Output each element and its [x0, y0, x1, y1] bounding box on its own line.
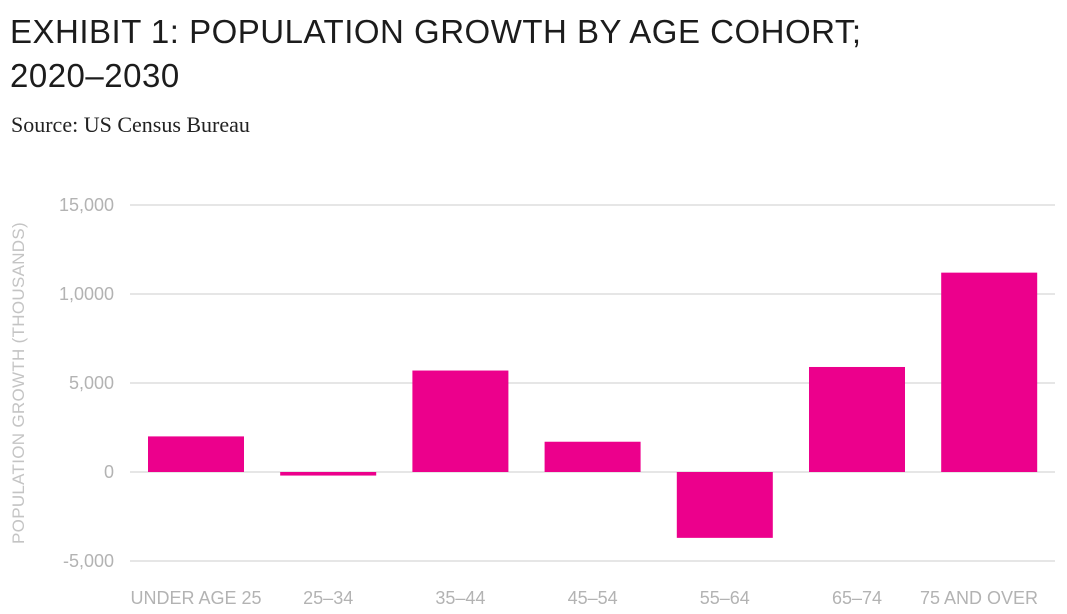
x-tick-label: 65–74 — [832, 588, 882, 608]
y-tick-label: 1,0000 — [59, 284, 114, 304]
y-tick-label: 0 — [104, 462, 114, 482]
y-tick-label: -5,000 — [63, 551, 114, 571]
bar — [412, 370, 509, 472]
bar — [676, 472, 773, 538]
bar — [148, 436, 244, 472]
y-tick-label: 15,000 — [59, 195, 114, 215]
bar — [280, 472, 377, 476]
y-axis-ticks: -5,000 0 5,000 1,0000 15,000 — [59, 195, 114, 571]
x-axis-ticks: UNDER AGE 25 25–34 35–44 45–54 55–64 65–74 75 … — [130, 588, 1038, 608]
x-tick-label: 75 AND OVER — [920, 588, 1038, 608]
bar — [941, 272, 1038, 472]
x-tick-label: 35–44 — [435, 588, 485, 608]
x-tick-label: 25–34 — [303, 588, 353, 608]
y-tick-label: 5,000 — [69, 373, 114, 393]
bars — [148, 272, 1038, 538]
x-tick-label: 55–64 — [700, 588, 750, 608]
chart-source: Source: US Census Bureau — [11, 112, 250, 137]
bar — [544, 441, 641, 472]
gridlines — [130, 204, 1055, 562]
x-tick-label: UNDER AGE 25 — [130, 588, 261, 608]
y-axis-label: POPULATION GROWTH (THOUSANDS) — [9, 222, 28, 544]
chart-title: EXHIBIT 1: POPULATION GROWTH BY AGE COHO… — [10, 13, 862, 94]
x-tick-label: 45–54 — [568, 588, 618, 608]
bar — [809, 366, 905, 472]
